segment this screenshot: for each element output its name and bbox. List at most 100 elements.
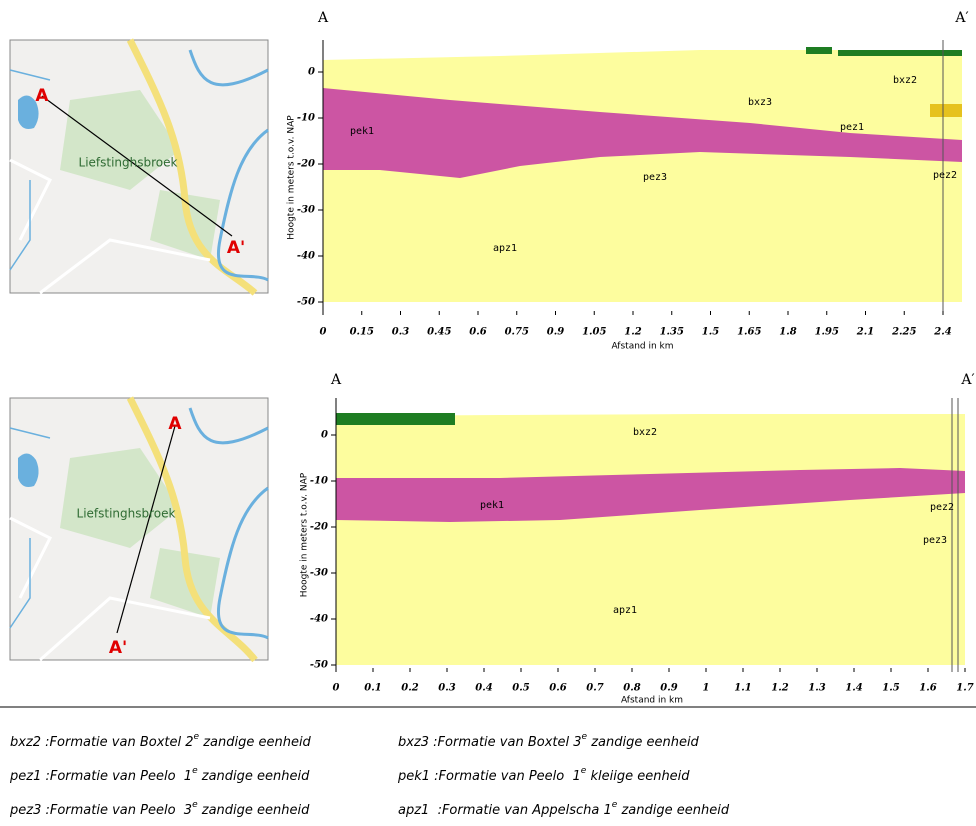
x-tick-label: 1.65 — [737, 327, 761, 338]
unit-label: bxz3 — [748, 97, 772, 108]
legend-entry: pez1 :Formatie van Peelo 1e zandige eenh… — [9, 766, 310, 784]
map-end-label: A' — [109, 638, 127, 658]
y-tick-label: -10 — [297, 113, 315, 124]
x-tick-label: 0.2 — [401, 683, 418, 694]
x-tick-label: 0.15 — [350, 327, 374, 338]
x-tick-label: 1.8 — [779, 327, 796, 338]
profile: A A′ 0 -10 -20 -30 -40 -50 0 0.1 0.2 0.3 0.4 0.5 0.6 0.… — [300, 372, 975, 706]
y-tick-label: -40 — [310, 614, 328, 625]
legend-rest: zandige eenheid — [617, 803, 729, 818]
unit-label: pez2 — [933, 170, 957, 181]
y-tick-label: -20 — [297, 159, 315, 170]
legend-rest: zandige eenheid — [198, 803, 310, 818]
map-place-label: Liefstinghsbroek — [79, 156, 178, 170]
x-tick-label: 1.95 — [815, 327, 839, 338]
y-tick-label: -30 — [297, 205, 315, 216]
x-tick-label: 0 — [333, 683, 340, 694]
legend-code: pek1 :Formatie van Peelo 1 — [397, 769, 581, 784]
unit-label: apz1 — [613, 605, 637, 616]
x-tick-label: 0.3 — [392, 327, 409, 338]
map-place-label: Liefstinghsbroek — [77, 507, 176, 521]
legend-rest: zandige eenheid — [198, 769, 310, 784]
y-tick-label: -10 — [310, 476, 328, 487]
x-tick-label: 0.3 — [438, 683, 455, 694]
x-tick-label: 1.5 — [702, 327, 719, 338]
legend-entry: bxz3 :Formatie van Boxtel 3e zandige een… — [398, 732, 700, 750]
layer-orange — [930, 104, 962, 117]
x-tick-label: 0.9 — [660, 683, 677, 694]
x-tick-label: 0.45 — [427, 327, 451, 338]
profile-start: A — [330, 372, 342, 388]
x-tick-label: 1 — [703, 683, 710, 694]
x-tick-label: 0.5 — [512, 683, 529, 694]
x-tick-label: 2.4 — [933, 327, 951, 338]
x-tick-label: 0.6 — [549, 683, 566, 694]
map: Liefstinghsbroek A A' — [10, 398, 268, 660]
unit-label: pez3 — [643, 172, 667, 183]
x-tick-label: 1.2 — [771, 683, 788, 694]
profile-end: A′ — [954, 10, 968, 26]
x-tick-label: 1.7 — [956, 683, 973, 694]
legend-code: bxz2 :Formatie van Boxtel 2 — [10, 735, 194, 750]
legend-rest: zandige eenheid — [587, 735, 699, 750]
legend-entry: pek1 :Formatie van Peelo 1e kleiige eenh… — [397, 766, 690, 784]
unit-label: bxz2 — [633, 427, 657, 438]
layer-sand — [336, 414, 965, 665]
x-tick-label: 2.1 — [856, 327, 874, 338]
y-tick-label: -20 — [310, 522, 328, 533]
legend-rest: zandige eenheid — [199, 735, 311, 750]
legend-code: pez1 :Formatie van Peelo 1 — [9, 769, 192, 784]
y-tick-label: -50 — [297, 297, 315, 308]
legend-entry: apz1 :Formatie van Appelscha 1e zandige … — [398, 800, 730, 818]
y-tick-label: -30 — [310, 568, 328, 579]
unit-label: apz1 — [493, 243, 517, 254]
y-tick-label: -40 — [297, 251, 315, 262]
x-tick-label: 1.6 — [919, 683, 936, 694]
legend-code: apz1 :Formatie van Appelscha 1 — [398, 803, 612, 818]
y-tick-label: -50 — [310, 660, 328, 671]
x-tick-label: 1.2 — [624, 327, 641, 338]
legend-code: pez3 :Formatie van Peelo 3 — [9, 803, 192, 818]
legend-rest: kleiige eenheid — [586, 769, 690, 784]
map-start-label: A — [168, 414, 182, 434]
unit-label: pez1 — [840, 122, 864, 133]
x-axis-label: Afstand in km — [611, 342, 673, 352]
layer-bxz2-green — [806, 47, 832, 54]
y-axis-label: Hoogte in meters t.o.v. NAP — [300, 472, 310, 597]
layer-bxz2-green — [336, 413, 455, 425]
map-end-label: A' — [227, 238, 245, 258]
figure: Liefstinghsbroek A A' A A′ 0 -10 -20 -30 -40 -50 0 0… — [0, 0, 976, 826]
x-tick-label: 2.25 — [891, 327, 916, 338]
x-tick-label: 1.4 — [845, 683, 862, 694]
legend-entry: pez3 :Formatie van Peelo 3e zandige eenh… — [9, 800, 310, 818]
profile-end: A′ — [960, 372, 974, 388]
map: Liefstinghsbroek A A' — [10, 40, 268, 293]
x-tick-label: 0.9 — [547, 327, 564, 338]
x-tick-label: 0.7 — [586, 683, 603, 694]
y-tick-label: 0 — [308, 67, 315, 78]
unit-label: bxz2 — [893, 75, 917, 86]
x-tick-label: 0.8 — [623, 683, 640, 694]
x-tick-label: 1.1 — [734, 683, 751, 694]
x-tick-label: 1.05 — [582, 327, 606, 338]
x-tick-label: 0.4 — [475, 683, 492, 694]
x-tick-label: 1.3 — [808, 683, 825, 694]
x-tick-label: 0.75 — [505, 327, 529, 338]
x-tick-label: 1.5 — [882, 683, 899, 694]
x-tick-label: 0.1 — [364, 683, 381, 694]
x-tick-label: 0.6 — [469, 327, 486, 338]
unit-label: pek1 — [350, 126, 374, 137]
profile-start: A — [317, 10, 329, 26]
unit-label: pez2 — [930, 502, 954, 513]
unit-label: pez3 — [923, 535, 947, 546]
x-tick-label: 1.35 — [660, 327, 684, 338]
y-tick-label: 0 — [321, 430, 328, 441]
map-start-label: A — [35, 86, 49, 106]
y-axis-label: Hoogte in meters t.o.v. NAP — [287, 115, 297, 240]
x-axis-label: Afstand in km — [621, 696, 683, 706]
x-tick-label: 0 — [320, 327, 327, 338]
legend-entry: bxz2 :Formatie van Boxtel 2e zandige een… — [10, 732, 312, 750]
profile: A A′ 0 -10 -20 -30 -40 -50 0 0.15 0.3 0.45 0.6 0.75 0.… — [287, 10, 969, 352]
unit-label: pek1 — [480, 500, 504, 511]
legend-code: bxz3 :Formatie van Boxtel 3 — [398, 735, 582, 750]
